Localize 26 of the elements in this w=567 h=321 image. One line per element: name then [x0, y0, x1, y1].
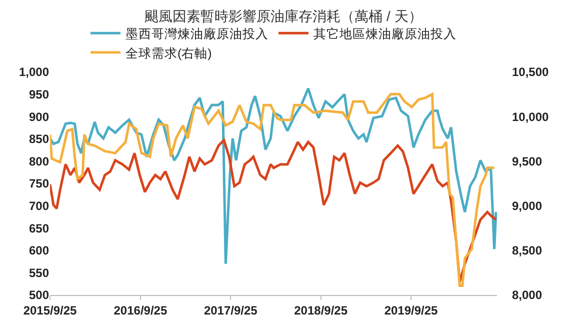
x-tick-label: 2019/9/25 [384, 303, 438, 318]
chart-title: 颶風因素暫時影響原油庫存消耗（萬桶 / 天） [144, 8, 422, 24]
y-tick-label: 900 [28, 110, 50, 124]
x-tick-label: 2016/9/25 [114, 303, 168, 318]
y-tick-label: 1,000 [18, 65, 50, 80]
y-tick-label: 850 [28, 132, 50, 146]
legend-label: 全球需求(右軸) [126, 46, 212, 60]
y-tick-label: 650 [28, 221, 50, 236]
y-tick-label: 800 [28, 154, 50, 168]
x-tick-label: 2018/9/25 [294, 303, 348, 318]
y2-tick-label: 9,500 [512, 154, 542, 168]
y-tick-label: 550 [28, 266, 50, 280]
y-tick-label: 500 [28, 288, 50, 302]
legend-label: 墨西哥灣煉油廠原油投入 [126, 27, 268, 42]
y-tick-label: 600 [28, 244, 50, 258]
y-tick-label: 700 [28, 199, 50, 213]
y-tick-label: 750 [28, 176, 50, 191]
y2-tick-label: 8,500 [512, 244, 542, 258]
x-tick-label: 2015/9/25 [23, 303, 78, 318]
y-tick-label: 950 [28, 88, 50, 102]
y2-tick-label: 9,000 [512, 199, 542, 213]
y2-tick-label: 10,000 [512, 110, 550, 124]
legend-label: 其它地區煉油廠原油投入 [314, 26, 456, 42]
x-tick-label: 2017/9/25 [204, 303, 258, 318]
y2-tick-label: 8,000 [512, 288, 542, 302]
y2-tick-label: 10,500 [512, 65, 550, 80]
